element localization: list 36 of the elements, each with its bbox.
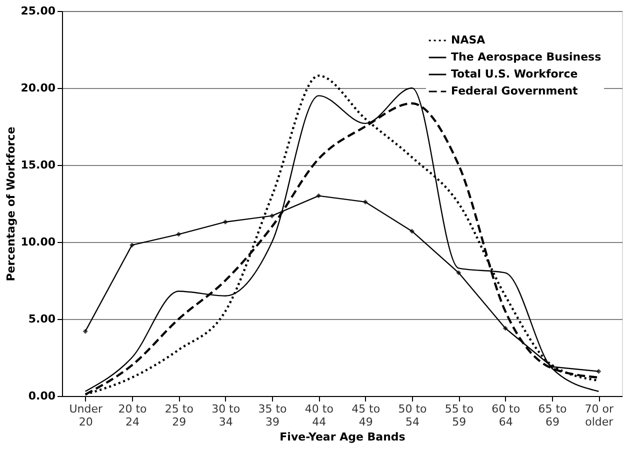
point: [362, 199, 368, 204]
point: [130, 242, 134, 248]
x-tick-label: 30 to 34: [212, 402, 240, 428]
point: [502, 326, 508, 331]
y-tick-label: 15.00: [20, 158, 56, 172]
x-tick-label: 25 to 29: [164, 402, 194, 428]
legend-label: The Aerospace Business: [451, 50, 602, 64]
x-tick-label: 70 or older: [584, 402, 614, 428]
x-tick-label: 45 to 49: [352, 402, 380, 428]
point: [596, 368, 602, 374]
y-tick-label: 5.00: [28, 312, 56, 326]
point: [222, 219, 228, 224]
x-tick-label: 65 to 69: [538, 402, 568, 428]
x-tick-label: 35 to 39: [258, 402, 288, 428]
y-tick-label: 0.00: [28, 390, 56, 402]
y-axis-title: Percentage of Workforce: [4, 126, 18, 282]
y-tick-label: 25.00: [20, 4, 56, 18]
point: [82, 328, 88, 334]
point: [270, 213, 274, 218]
x-tick-label: 40 to 44: [304, 402, 334, 428]
x-tick-label: 50 to 54: [398, 402, 428, 428]
legend-label: Total U.S. Workforce: [451, 68, 578, 80]
point: [410, 228, 414, 234]
legend-label: NASA: [451, 34, 486, 46]
x-axis-title: Five-Year Age Bands: [280, 430, 406, 444]
y-tick-label: 10.00: [20, 236, 56, 248]
legend-label: Federal Government: [451, 84, 578, 98]
y-tick-label: 20.00: [20, 82, 56, 94]
point: [316, 193, 322, 198]
point: [550, 364, 554, 370]
x-tick-label: Under 20: [69, 402, 103, 428]
x-tick-label: 20 to 24: [118, 402, 148, 428]
point: [176, 232, 182, 237]
point: [456, 270, 462, 276]
x-tick-label: 55 to 59: [444, 402, 474, 428]
x-tick-label: 60 to 64: [492, 402, 520, 428]
